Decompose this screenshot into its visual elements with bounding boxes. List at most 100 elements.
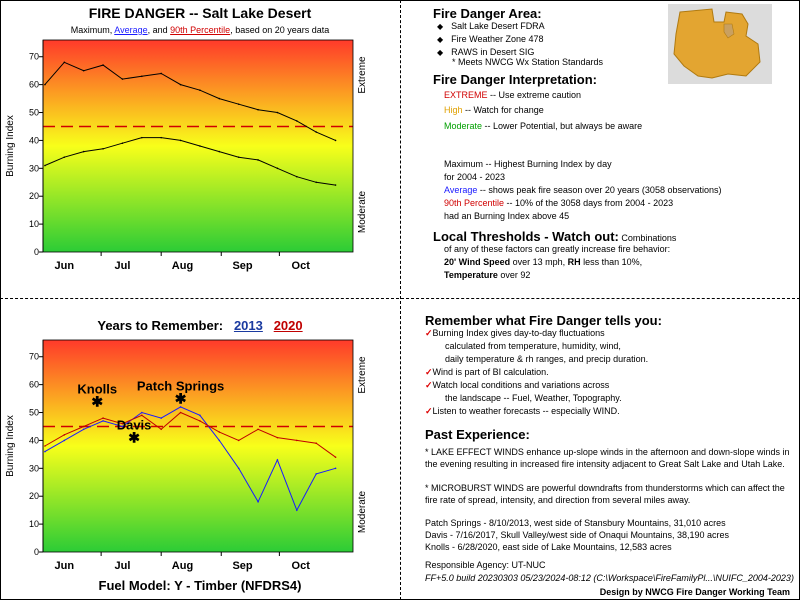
remember-item: ✓Watch local conditions and variations a…: [425, 380, 610, 390]
data-point: [199, 145, 201, 147]
data-point: [218, 439, 221, 442]
data-point: [334, 456, 337, 458]
y-tick-label: 40: [29, 435, 39, 445]
month-label: Sep: [232, 560, 252, 572]
fdra-region-shape: [673, 8, 761, 79]
y-tick-label: 70: [29, 352, 39, 362]
area-note: * Meets NWCG Wx Station Standards: [452, 57, 604, 67]
thresholds-heading: Local Thresholds - Watch out: Combinatio…: [433, 229, 677, 244]
top-fire-danger-chart: 0 10 20 30 40 50 60 70 Burning Index Jun Jul Aug Sep…: [5, 39, 368, 272]
data-point: [257, 159, 259, 161]
data-point: [276, 459, 279, 461]
data-point: [179, 139, 182, 142]
data-point: [160, 136, 162, 139]
data-point: [257, 500, 259, 503]
month-label: Oct: [292, 260, 311, 272]
data-point: [141, 414, 143, 417]
data-point: [63, 439, 66, 442]
data-point: [121, 425, 124, 428]
data-point: [44, 83, 46, 86]
y-tick-label: 50: [29, 408, 39, 418]
data-point: [296, 439, 298, 442]
design-credit: Design by NWCG Fire Danger Working Team: [599, 587, 790, 597]
event-label: Knolls: [77, 381, 117, 396]
top-chart-title: FIRE DANGER -- Salt Lake Desert: [88, 5, 312, 21]
remember-item: ✓Listen to weather forecasts -- especial…: [425, 406, 620, 416]
month-label: Oct: [292, 560, 311, 572]
event-marker-icon: ✱: [128, 430, 140, 446]
data-point: [257, 108, 259, 111]
remember-item: the landscape -- Fuel, Weather, Topograp…: [445, 393, 622, 403]
y-tick-label: 60: [29, 380, 39, 390]
data-point: [334, 467, 337, 470]
month-label: Jul: [114, 260, 130, 272]
data-point: [102, 147, 104, 150]
data-point: [218, 150, 221, 153]
past-fires-list: Patch Springs - 8/10/2013, west side of …: [425, 517, 729, 553]
y-tick-label: 20: [29, 491, 39, 501]
data-point: [334, 139, 337, 142]
data-point: [276, 111, 279, 114]
month-label: Sep: [232, 260, 252, 272]
y-tick-label: 10: [29, 519, 39, 529]
event-marker-icon: ✱: [91, 393, 103, 409]
area-list: Salt Lake Desert FDRA Fire Weather Zone …: [437, 20, 545, 59]
remember-item: ✓Wind is part of BI calculation.: [425, 367, 549, 377]
event-label: Davis: [117, 418, 152, 433]
interp-heading: Fire Danger Interpretation:: [433, 72, 597, 87]
y-tick-label: 70: [29, 52, 39, 62]
data-point: [237, 156, 240, 158]
moderate-label: Moderate: [357, 190, 368, 233]
check-icon: ✓: [425, 380, 433, 390]
data-point: [102, 64, 104, 66]
data-point: [179, 411, 182, 414]
data-point: [160, 428, 162, 431]
data-point: [44, 445, 46, 447]
data-point: [82, 150, 85, 153]
data-point: [44, 164, 46, 167]
data-point: [199, 414, 201, 417]
extreme-label: Extreme: [357, 56, 368, 94]
data-point: [179, 406, 182, 408]
fuel-model-label: Fuel Model: Y - Timber (NFDRS4): [98, 578, 302, 593]
data-point: [179, 83, 182, 86]
y-tick-label: 0: [34, 247, 39, 257]
bottom-years-chart: 0 10 20 30 40 50 60 70 Burning Index Jun Jul Aug Sep…: [5, 339, 368, 572]
month-label: Aug: [172, 560, 193, 572]
area-map: [668, 4, 772, 84]
month-label: Aug: [172, 260, 193, 272]
definitions: Maximum -- Highest Burning Index by day …: [444, 159, 722, 221]
series-2013: [44, 406, 336, 512]
data-point: [121, 422, 124, 425]
y-tick-label: 30: [29, 463, 39, 473]
series-average: [44, 137, 336, 186]
data-point: [237, 103, 240, 105]
build-info: FF+5.0 build 20230303 05/23/2024-08:12 (…: [425, 573, 794, 583]
check-icon: ✓: [425, 406, 433, 416]
remember-item: daily temperature & rh ranges, and preci…: [445, 354, 649, 364]
y-tick-label: 0: [34, 547, 39, 557]
data-point: [218, 97, 221, 100]
data-point: [276, 167, 279, 170]
interp-moderate: Moderate -- Lower Potential, but always …: [444, 121, 643, 131]
data-point: [296, 175, 298, 178]
data-point: [257, 428, 259, 431]
area-item: Salt Lake Desert FDRA: [437, 20, 545, 33]
event-marker-icon: ✱: [175, 391, 187, 407]
vertical-divider: [400, 0, 401, 600]
y-tick-label: 50: [29, 108, 39, 118]
data-point: [199, 420, 201, 422]
plot-frame: [42, 339, 354, 553]
area-item: Fire Weather Zone 478: [437, 33, 545, 46]
interp-high: High -- Watch for change: [444, 105, 544, 115]
data-point: [315, 473, 317, 475]
past-para-microburst: * MICROBURST WINDS are powerful downdraf…: [425, 483, 785, 505]
interp-extreme: EXTREME -- Use extreme caution: [444, 90, 582, 100]
moderate-label: Moderate: [357, 490, 368, 533]
past-fire: Patch Springs - 8/10/2013, west side of …: [425, 518, 726, 528]
y-axis-label: Burning Index: [5, 415, 16, 477]
data-point: [63, 434, 66, 436]
data-point: [121, 142, 124, 145]
data-point: [63, 156, 66, 158]
check-icon: ✓: [425, 328, 433, 338]
